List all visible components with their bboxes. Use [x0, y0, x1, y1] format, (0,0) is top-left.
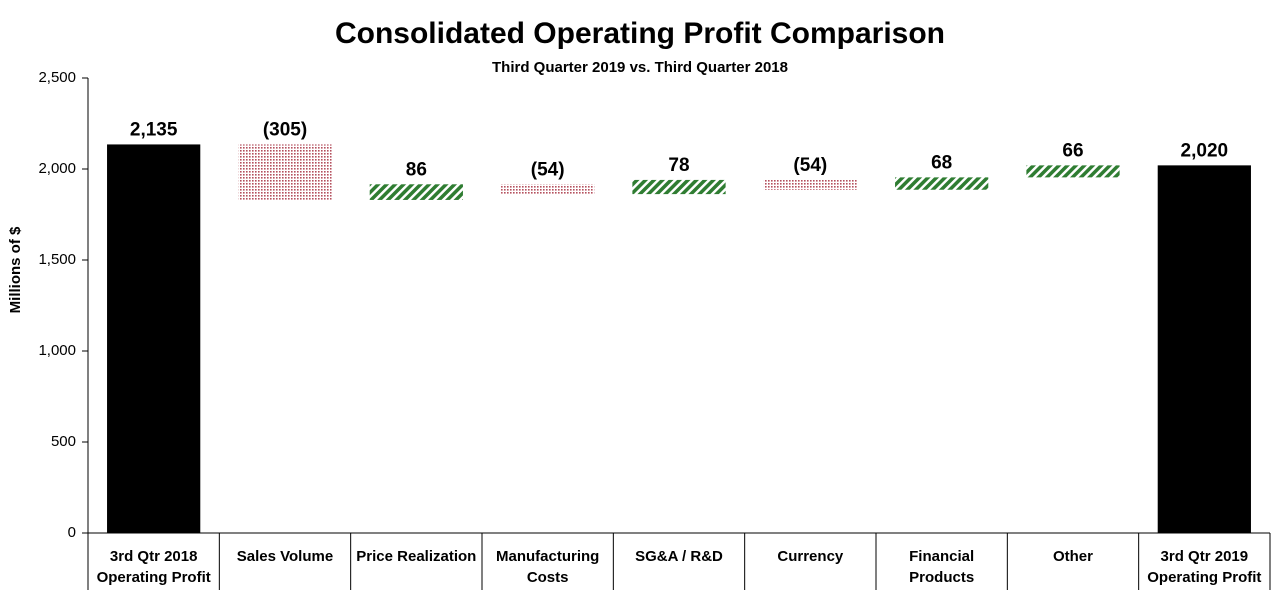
value-label: 86: [406, 159, 427, 180]
chart-subtitle: Third Quarter 2019 vs. Third Quarter 201…: [492, 59, 788, 76]
value-label: 2,135: [130, 119, 178, 140]
x-tick-label: Sales Volume: [236, 548, 334, 565]
y-tick-label: 500: [51, 433, 76, 450]
y-tick-label: 2,500: [38, 69, 76, 86]
increase-bar: [369, 184, 463, 200]
increase-bar: [895, 177, 989, 190]
value-label: 66: [1062, 140, 1083, 161]
x-tick-label: 3rd Qtr 2018 Operating Profit: [96, 548, 211, 586]
y-tick-label: 2,000: [38, 160, 76, 177]
x-tick-label: Price Realization: [356, 548, 477, 565]
value-label: (54): [531, 159, 565, 180]
y-tick-label: 0: [68, 524, 76, 541]
value-label: (305): [263, 119, 307, 140]
total-bar: [107, 144, 201, 533]
value-label: (54): [793, 155, 827, 176]
value-label: 2,020: [1181, 140, 1229, 161]
x-tick-label: SG&A / R&D: [635, 548, 723, 565]
decrease-bar: [501, 184, 595, 195]
decrease-bar: [763, 179, 857, 190]
y-tick-label: 1,000: [38, 342, 76, 359]
x-tick-label: Other: [1052, 548, 1093, 565]
total-bar: [1157, 165, 1251, 534]
value-label: 78: [668, 155, 689, 176]
y-tick-label: 1,500: [38, 251, 76, 268]
chart-title: Consolidated Operating Profit Comparison: [335, 17, 945, 50]
x-tick-label: Financial Products: [909, 548, 975, 586]
x-tick-label: Currency: [777, 548, 844, 565]
x-tick-label: 3rd Qtr 2019 Operating Profit: [1147, 548, 1262, 586]
increase-bar: [632, 179, 726, 195]
x-tick-label: Manufacturing Costs: [495, 548, 600, 586]
decrease-bar: [238, 144, 332, 200]
increase-bar: [1026, 165, 1120, 178]
value-label: 68: [931, 152, 952, 173]
y-axis-label: Millions of $: [7, 226, 24, 313]
